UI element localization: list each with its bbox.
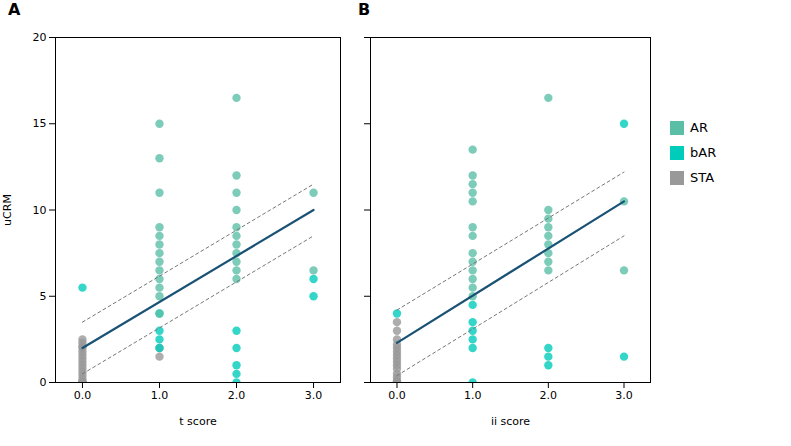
svg-text:t score: t score (179, 415, 217, 428)
svg-text:0: 0 (40, 376, 47, 389)
svg-text:20: 20 (33, 31, 47, 44)
html-text:A: A (8, 0, 21, 19)
svg-text:ii score: ii score (491, 415, 530, 428)
svg-text:15: 15 (33, 117, 47, 130)
html-text:bAR: bAR (690, 145, 717, 160)
svg-text:0.0: 0.0 (388, 389, 406, 402)
svg-text:0.0: 0.0 (74, 389, 92, 402)
svg-text:1.0: 1.0 (151, 389, 169, 402)
svg-text:3.0: 3.0 (615, 389, 633, 402)
svg-text:5: 5 (40, 290, 47, 303)
svg-text:3.0: 3.0 (305, 389, 323, 402)
svg-text:2.0: 2.0 (228, 389, 246, 402)
svg-text:1.0: 1.0 (464, 389, 482, 402)
html-text:STA: STA (690, 170, 715, 185)
html-text:B: B (358, 0, 371, 19)
html-text:AR: AR (690, 120, 708, 135)
svg-text:10: 10 (33, 204, 47, 217)
svg-text:uCRM: uCRM (1, 194, 14, 226)
svg-text:2.0: 2.0 (540, 389, 558, 402)
